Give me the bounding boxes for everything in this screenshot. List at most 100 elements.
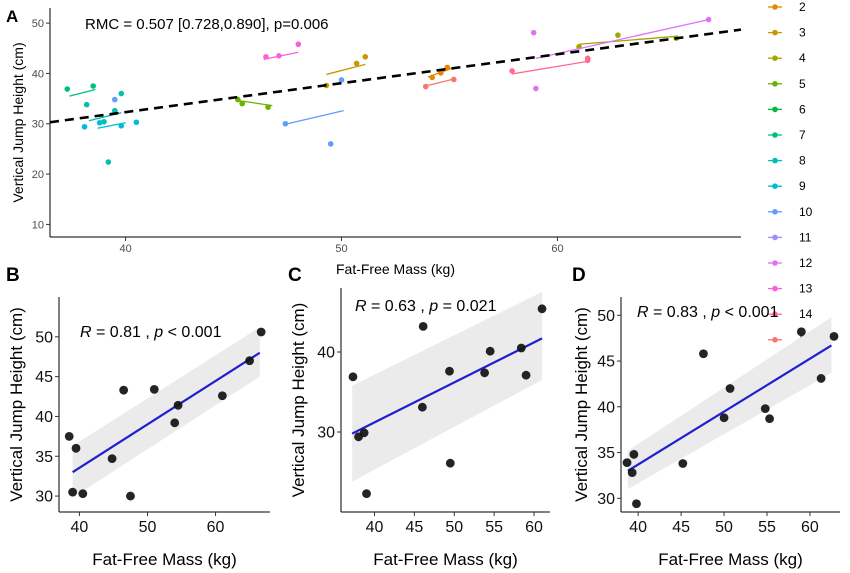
series-point-12 xyxy=(705,16,712,23)
panel-c: C 40 45 50 55 60 30 40 Fat-Free Mass (kg) Vertica… xyxy=(288,265,550,569)
legend-key-point xyxy=(772,209,778,215)
data-point xyxy=(829,331,839,341)
series-point-14 xyxy=(509,68,515,74)
series-fit-line-14 xyxy=(511,60,588,75)
panel-label-c: C xyxy=(288,265,302,286)
data-point xyxy=(516,343,526,353)
x-axis-title: Fat-Free Mass (kg) xyxy=(373,550,518,569)
series-point-8 xyxy=(105,159,112,165)
data-point xyxy=(445,366,454,376)
series-point-8 xyxy=(101,118,107,125)
data-point xyxy=(149,384,159,394)
series-point-3 xyxy=(353,60,360,67)
data-point xyxy=(362,489,371,498)
y-tick-label: 20 xyxy=(32,169,44,181)
x-axis-title: Fat-Free Mass (kg) xyxy=(658,550,803,569)
x-tick-label: 60 xyxy=(207,519,225,536)
annotation-correlation: R = 0.83 , p < 0.001 xyxy=(637,304,779,321)
x-tick-label: 60 xyxy=(551,243,563,255)
series-point-15 xyxy=(422,83,429,90)
data-point xyxy=(629,449,639,459)
series-point-9 xyxy=(118,122,125,129)
legend-label: 2 xyxy=(799,0,806,14)
x-tick-label: 40 xyxy=(366,519,384,536)
series-point-10 xyxy=(338,77,345,83)
annotation-r-label: R xyxy=(80,324,92,341)
legend-key-point xyxy=(772,81,778,87)
series-fit-line-4 xyxy=(578,35,679,45)
legend-key-point xyxy=(772,132,778,138)
series-point-10 xyxy=(111,96,118,103)
series-point-13 xyxy=(276,53,282,59)
data-point xyxy=(417,402,427,412)
annotation-p-value: = 0.021 xyxy=(438,298,496,315)
x-tick-label: 40 xyxy=(629,519,647,536)
data-point xyxy=(699,349,708,359)
x-tick-label: 50 xyxy=(445,519,463,536)
y-axis-title: Vertical Jump Height (cm) xyxy=(7,307,26,502)
y-tick-label: 35 xyxy=(597,445,615,462)
y-tick-label: 50 xyxy=(32,18,44,30)
x-tick-label: 45 xyxy=(672,519,690,536)
overall-dashed-line xyxy=(49,28,742,124)
legend-key-point xyxy=(772,157,778,164)
y-tick-label: 30 xyxy=(32,119,44,131)
legend-key-point xyxy=(772,311,778,318)
y-tick-label: 40 xyxy=(32,68,44,80)
series-point-9 xyxy=(81,123,88,130)
legend-key-point xyxy=(772,260,778,266)
series-point-14 xyxy=(584,55,591,62)
series-point-10 xyxy=(327,141,334,147)
data-point xyxy=(725,384,735,393)
x-tick-label: 55 xyxy=(758,519,776,536)
series-fit-line-10 xyxy=(285,110,344,125)
legend-key-point xyxy=(772,4,778,10)
series-point-12 xyxy=(533,85,539,92)
data-point xyxy=(796,327,806,337)
confidence-band-d xyxy=(627,317,832,490)
panel-label-a: A xyxy=(6,7,18,26)
x-tick-label: 45 xyxy=(405,519,423,536)
y-tick-label: 35 xyxy=(35,449,53,466)
data-point xyxy=(765,414,774,424)
data-point xyxy=(521,370,531,380)
panel-b: B 40 50 60 30 35 40 45 50 Fat-Free Mass (kg) Verti… xyxy=(6,265,270,569)
series-fit-line-3 xyxy=(326,63,366,76)
legend-label: 12 xyxy=(799,256,813,270)
y-tick-label: 40 xyxy=(597,399,615,416)
annotation-p-value: < 0.001 xyxy=(720,304,778,321)
data-point xyxy=(68,487,78,497)
fit-line-b xyxy=(72,351,261,474)
y-tick-label: 30 xyxy=(597,491,615,508)
data-point xyxy=(678,459,688,468)
series-point-13 xyxy=(295,41,302,48)
legend-key-point xyxy=(772,337,778,343)
x-tick-label: 50 xyxy=(335,243,347,255)
y-tick-label: 10 xyxy=(32,219,44,231)
y-tick-label: 40 xyxy=(35,409,53,426)
legend-label: 8 xyxy=(799,154,806,168)
x-axis-title: Fat-Free Mass (kg) xyxy=(336,261,455,277)
series-point-7 xyxy=(90,83,96,89)
legend-key-point xyxy=(772,29,778,36)
y-axis-title: Vertical Jump Height (cm) xyxy=(10,42,26,202)
legend-label: 3 xyxy=(799,26,806,40)
legend: 23456789101112131415 xyxy=(768,0,813,347)
y-tick-label: 40 xyxy=(317,345,335,362)
series-point-2 xyxy=(429,74,436,81)
legend-key-point xyxy=(772,55,778,61)
legend-label: 9 xyxy=(799,179,806,193)
data-point xyxy=(64,431,74,441)
series-point-3 xyxy=(362,54,369,60)
legend-label: 10 xyxy=(799,205,813,219)
data-point xyxy=(418,322,428,331)
annotation-correlation: R = 0.63 , p = 0.021 xyxy=(355,298,497,315)
data-point xyxy=(348,372,358,382)
data-point xyxy=(760,404,770,414)
x-tick-label: 55 xyxy=(485,519,503,536)
series-fit-line-15 xyxy=(425,77,457,87)
panel-label-b: B xyxy=(6,265,20,286)
series-point-15 xyxy=(451,76,457,83)
series-fit-line-7 xyxy=(69,88,96,97)
